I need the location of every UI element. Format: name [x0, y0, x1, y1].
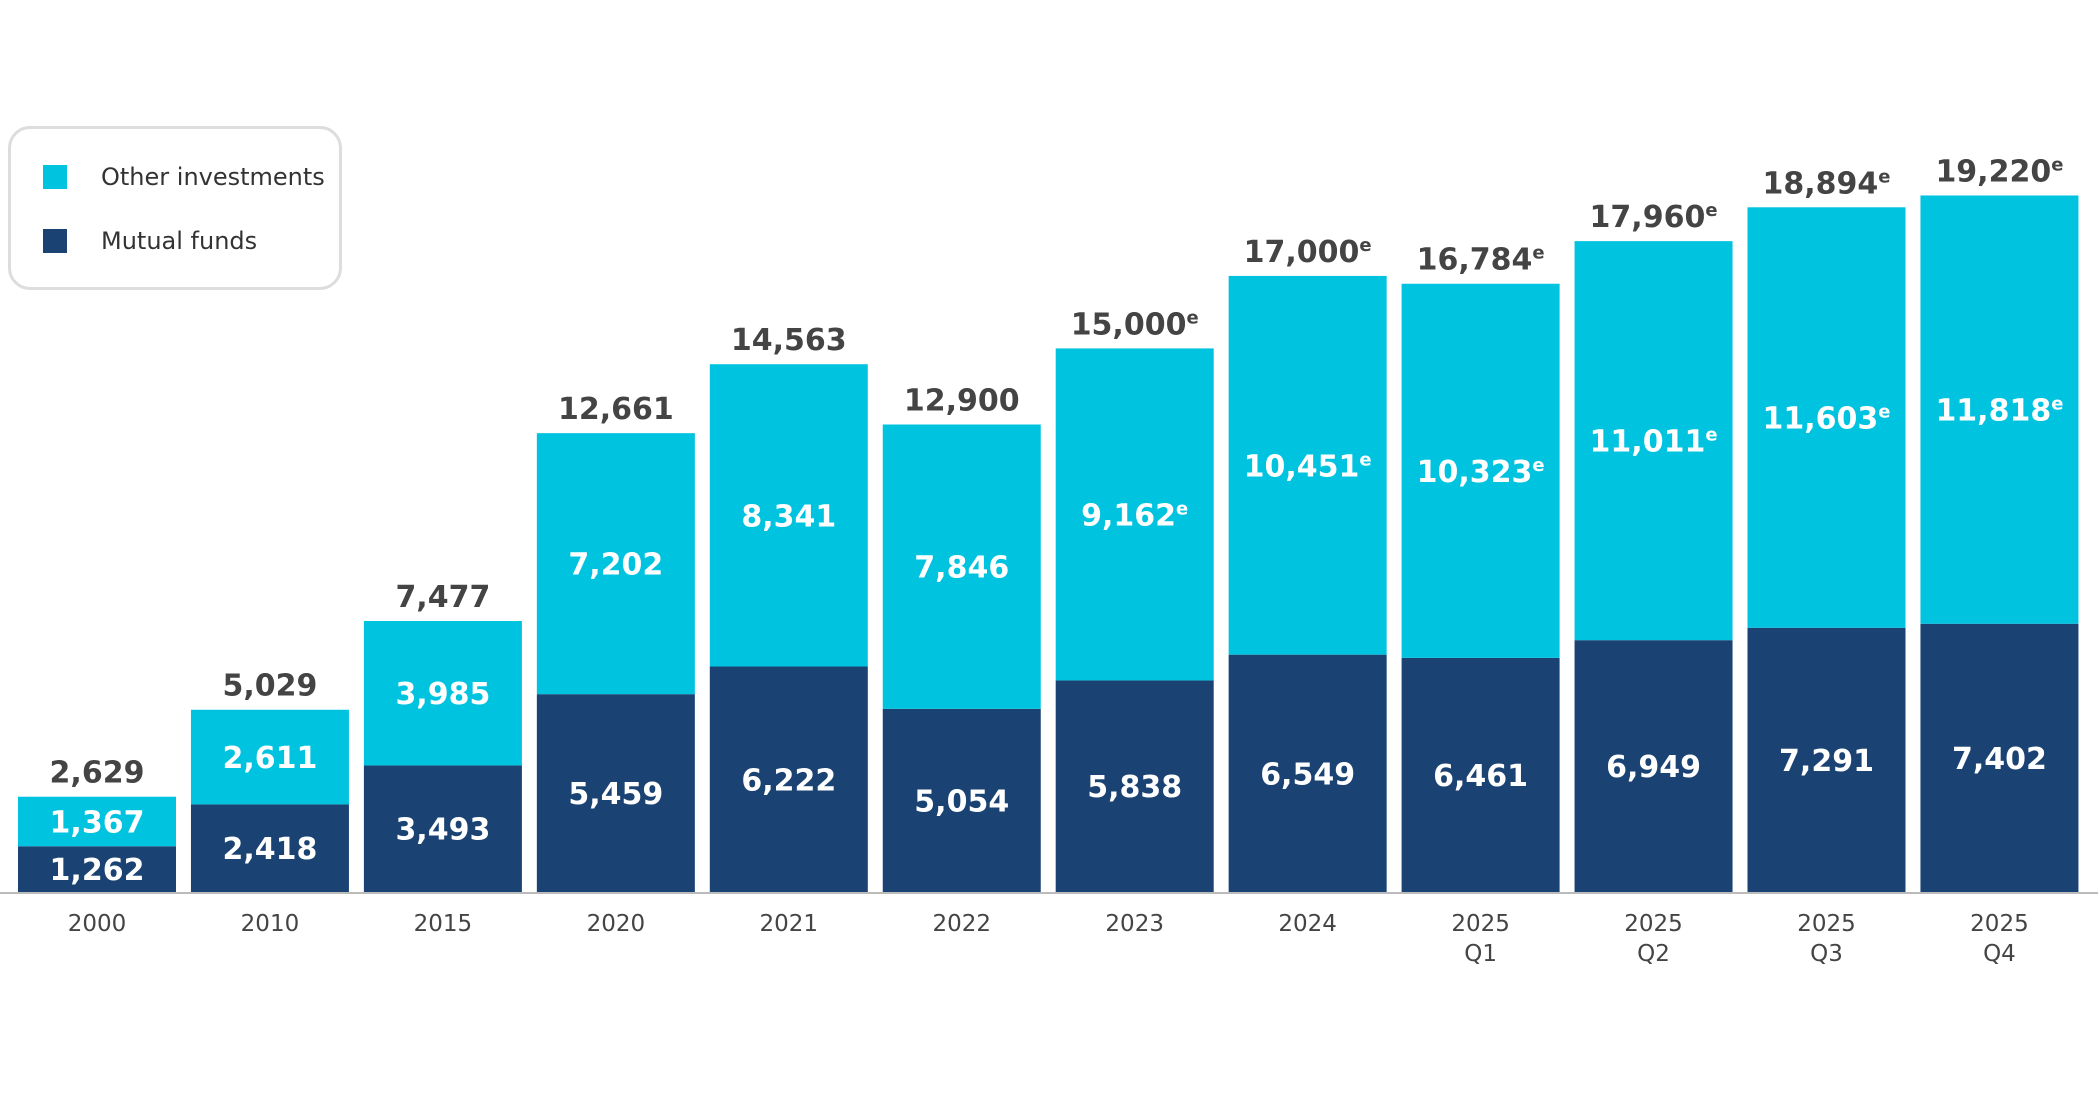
- x-tick-label: 2022: [932, 911, 991, 937]
- bar-mutual-funds: [536, 694, 695, 892]
- data-label-other-investments: 10,323e: [1417, 455, 1545, 490]
- legend-swatch-other-investments: [43, 165, 67, 189]
- bar-mutual-funds: [1747, 627, 1906, 892]
- bars-group: [18, 195, 2079, 892]
- total-label: 17,960e: [1590, 200, 1718, 235]
- bar-other-investments: [709, 364, 868, 667]
- bar-mutual-funds: [1574, 640, 1733, 892]
- total-label: 12,661: [558, 392, 674, 427]
- data-label-other-investments: 9,162e: [1081, 498, 1188, 533]
- bar-other-investments: [190, 709, 349, 805]
- legend-label-other-investments: Other investments: [101, 163, 325, 191]
- x-tick-label: 2025: [1624, 911, 1683, 937]
- total-label: 7,477: [395, 580, 490, 615]
- bar-mutual-funds: [1228, 654, 1387, 892]
- legend-swatch-mutual-funds: [43, 229, 67, 253]
- data-label-other-investments: 8,341: [741, 499, 836, 534]
- x-tick-label: 2025: [1451, 911, 1510, 937]
- data-label-other-investments: 11,011e: [1590, 425, 1718, 460]
- bar-other-investments: [882, 424, 1041, 709]
- legend-item-mutual-funds: Mutual funds: [43, 227, 257, 255]
- data-label-mutual-funds: 5,838: [1087, 770, 1182, 805]
- total-label: 5,029: [222, 669, 317, 704]
- x-tick-label: 2023: [1105, 911, 1164, 937]
- bar-mutual-funds: [190, 804, 349, 892]
- data-label-mutual-funds: 5,459: [568, 777, 663, 812]
- x-tick-label: 2000: [68, 911, 127, 937]
- data-label-mutual-funds: 2,418: [222, 832, 317, 867]
- data-label-mutual-funds: 7,402: [1952, 742, 2047, 777]
- x-tick-labels: 2000 2010 2015 2020 2021 2022 2023 2024 2025 Q1 20…: [68, 911, 2029, 967]
- x-tick-label: Q1: [1464, 941, 1497, 967]
- bar-other-investments: [1747, 207, 1906, 628]
- data-label-mutual-funds: 3,493: [395, 813, 490, 848]
- bar-other-investments: [1574, 241, 1733, 641]
- legend: Other investments Mutual funds: [8, 126, 342, 290]
- bar-mutual-funds: [709, 666, 868, 892]
- x-tick-label: 2025: [1970, 911, 2029, 937]
- bar-other-investments: [1055, 348, 1214, 681]
- total-label: 19,220e: [1935, 154, 2063, 189]
- data-label-other-investments: 11,603e: [1763, 402, 1891, 437]
- data-label-other-investments: 7,202: [568, 548, 663, 583]
- x-tick-label: Q4: [1983, 941, 2016, 967]
- bar-mutual-funds: [1920, 623, 2079, 892]
- legend-label-mutual-funds: Mutual funds: [101, 227, 258, 255]
- data-label-mutual-funds: 6,549: [1260, 757, 1355, 792]
- total-label: 14,563: [731, 323, 847, 358]
- legend-item-other-investments: Other investments: [43, 163, 325, 191]
- labels-group: 1,262 1,367 2,629 2,418 2,611 5,029 3,493 3,985…: [50, 154, 2064, 888]
- data-label-other-investments: 11,818e: [1935, 394, 2063, 429]
- bar-mutual-funds: [363, 765, 522, 892]
- bar-mutual-funds: [18, 846, 176, 892]
- x-tick-label: Q2: [1637, 941, 1670, 967]
- total-label: 18,894e: [1763, 166, 1891, 201]
- x-tick-label: 2025: [1797, 911, 1856, 937]
- data-label-other-investments: 3,985: [395, 677, 490, 712]
- bar-mutual-funds: [1055, 680, 1214, 892]
- total-label: 15,000e: [1071, 307, 1199, 342]
- x-tick-label: 2010: [241, 911, 300, 937]
- bar-other-investments: [536, 433, 695, 695]
- bar-other-investments: [18, 796, 176, 847]
- data-label-other-investments: 7,846: [914, 551, 1009, 586]
- bar-other-investments: [1920, 195, 2079, 624]
- total-label: 16,784e: [1417, 243, 1545, 278]
- bar-other-investments: [363, 620, 522, 766]
- total-label: 12,900: [904, 384, 1020, 419]
- x-tick-label: Q3: [1810, 941, 1843, 967]
- data-label-mutual-funds: 7,291: [1779, 744, 1874, 779]
- bar-mutual-funds: [1401, 657, 1560, 892]
- data-label-mutual-funds: 1,262: [50, 853, 145, 888]
- data-label-other-investments: 10,451e: [1244, 449, 1372, 484]
- x-tick-label: 2024: [1278, 911, 1337, 937]
- data-label-mutual-funds: 5,054: [914, 784, 1009, 819]
- data-label-mutual-funds: 6,461: [1433, 759, 1528, 794]
- total-label: 2,629: [50, 756, 145, 791]
- data-label-mutual-funds: 6,222: [741, 763, 836, 798]
- data-label-other-investments: 1,367: [50, 805, 145, 840]
- total-label: 17,000e: [1244, 235, 1372, 270]
- x-tick-label: 2021: [760, 911, 819, 937]
- bar-other-investments: [1401, 283, 1560, 658]
- data-label-mutual-funds: 6,949: [1606, 750, 1701, 785]
- bar-mutual-funds: [882, 708, 1041, 892]
- bar-other-investments: [1228, 275, 1387, 655]
- x-tick-label: 2020: [587, 911, 646, 937]
- data-label-other-investments: 2,611: [222, 741, 317, 776]
- x-tick-label: 2015: [414, 911, 473, 937]
